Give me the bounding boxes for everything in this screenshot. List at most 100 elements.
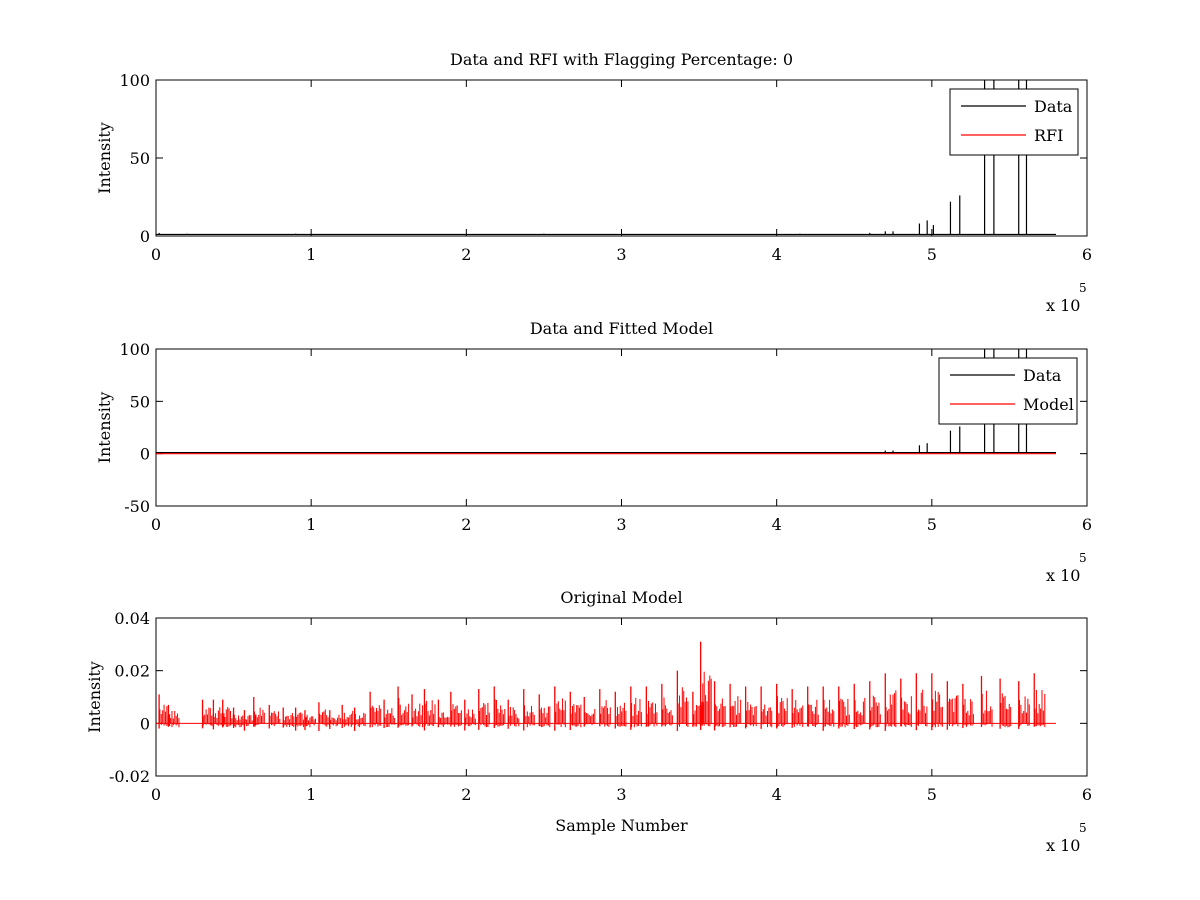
x-tick-label: 4 xyxy=(772,785,782,804)
burst-texture xyxy=(438,712,450,728)
burst-texture xyxy=(646,701,658,727)
x-tick-label: 2 xyxy=(461,785,471,804)
x-multiplier: x 10 xyxy=(1046,566,1080,585)
burst-texture xyxy=(745,702,757,728)
burst-texture xyxy=(539,706,551,728)
burst-texture xyxy=(342,710,354,727)
x-multiplier-exponent: 5 xyxy=(1079,281,1087,295)
burst-texture xyxy=(384,708,396,727)
burst-texture xyxy=(1000,693,1012,728)
burst-texture xyxy=(424,700,436,727)
burst-texture xyxy=(305,714,317,728)
burst-texture xyxy=(823,699,835,727)
subplot-1: 0 1 2 3 4 5 6 0 50 100 Data and RFI with Flagging … xyxy=(95,50,1092,315)
burst-texture xyxy=(233,714,245,728)
burst-texture xyxy=(600,700,611,727)
burst-texture xyxy=(412,703,424,728)
x-multiplier: x 10 xyxy=(1046,296,1080,315)
burst-texture xyxy=(1034,690,1046,728)
burst-texture xyxy=(932,690,943,728)
burst-texture xyxy=(776,696,788,727)
chart-title: Original Model xyxy=(560,588,682,607)
burst-texture xyxy=(714,698,726,727)
x-tick-label: 3 xyxy=(616,785,626,804)
burst-texture xyxy=(584,709,596,726)
x-tick-label: 5 xyxy=(927,515,937,534)
x-tick-label: 2 xyxy=(461,245,471,264)
burst-texture xyxy=(693,701,704,727)
burst-texture xyxy=(807,699,819,728)
y-tick-label: 0.02 xyxy=(114,662,150,681)
series-data xyxy=(156,80,1056,236)
legend-label: RFI xyxy=(1034,126,1063,145)
x-tick-label: 0 xyxy=(151,515,161,534)
burst-texture xyxy=(254,707,265,726)
y-tick-label: 0 xyxy=(140,714,150,733)
x-tick-label: 4 xyxy=(772,245,782,264)
x-tick-label: 3 xyxy=(616,245,626,264)
y-axis-label: Intensity xyxy=(95,122,114,194)
burst-texture xyxy=(370,705,382,728)
x-tick-label: 1 xyxy=(306,515,316,534)
burst-texture xyxy=(222,707,234,727)
burst-texture xyxy=(398,697,410,727)
x-multiplier-exponent: 5 xyxy=(1079,821,1087,835)
burst-texture xyxy=(854,697,866,728)
x-tick-label: 1 xyxy=(306,245,316,264)
x-tick-label: 0 xyxy=(151,785,161,804)
burst-texture xyxy=(269,711,281,727)
x-tick-label: 2 xyxy=(461,515,471,534)
chart-title: Data and RFI with Flagging Percentage: 0 xyxy=(450,50,793,69)
burst-texture xyxy=(555,698,566,728)
x-tick-label: 3 xyxy=(616,515,626,534)
y-tick-label: 100 xyxy=(119,340,150,359)
y-tick-label: -50 xyxy=(124,497,150,516)
y-tick-label: 100 xyxy=(119,71,150,90)
x-multiplier: x 10 xyxy=(1046,836,1080,855)
legend-label: Data xyxy=(1023,366,1062,385)
burst-texture xyxy=(524,705,535,728)
y-axis-label: Intensity xyxy=(85,661,104,733)
x-axis-label: Sample Number xyxy=(555,816,688,835)
burst-texture xyxy=(662,697,673,727)
y-tick-label: 0.04 xyxy=(114,609,150,628)
burst-texture xyxy=(839,698,850,728)
burst-texture xyxy=(570,704,582,728)
y-tick-label: 0 xyxy=(140,445,150,464)
legend-box xyxy=(949,88,1079,156)
y-tick-label: 50 xyxy=(130,149,150,168)
plot-area xyxy=(155,79,1088,237)
x-tick-label: 4 xyxy=(772,515,782,534)
y-tick-label: 0 xyxy=(140,227,150,246)
burst-texture xyxy=(916,689,928,727)
burst-texture xyxy=(202,707,214,727)
burst-texture xyxy=(700,671,712,727)
burst-texture xyxy=(963,699,974,727)
burst-texture xyxy=(354,712,366,728)
burst-texture xyxy=(981,690,993,727)
burst-texture xyxy=(319,709,330,727)
burst-texture xyxy=(1019,696,1030,727)
x-tick-label: 1 xyxy=(306,785,316,804)
burst-texture xyxy=(677,687,689,727)
burst-texture xyxy=(947,695,959,727)
x-multiplier-exponent: 5 xyxy=(1079,551,1087,565)
legend-label: Model xyxy=(1023,395,1074,414)
burst-texture xyxy=(870,695,881,728)
burst-texture xyxy=(168,710,180,728)
series-data xyxy=(156,349,1056,454)
y-tick-label: 50 xyxy=(130,392,150,411)
x-tick-label: 6 xyxy=(1082,515,1092,534)
burst-texture xyxy=(901,696,912,727)
burst-texture xyxy=(508,706,520,727)
burst-texture xyxy=(615,702,627,727)
burst-texture xyxy=(761,704,773,728)
y-tick-label: -0.02 xyxy=(109,767,150,786)
x-tick-label: 6 xyxy=(1082,245,1092,264)
burst-texture xyxy=(283,713,295,728)
burst-texture xyxy=(465,709,476,727)
burst-texture xyxy=(792,699,804,728)
